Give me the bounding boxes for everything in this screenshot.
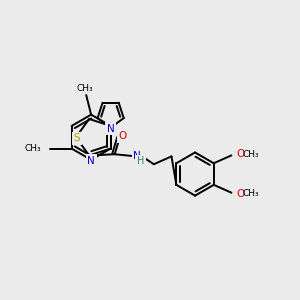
Text: CH₃: CH₃ bbox=[242, 189, 259, 198]
Text: O: O bbox=[236, 189, 244, 199]
Text: CH₃: CH₃ bbox=[77, 84, 94, 93]
Text: H: H bbox=[137, 156, 145, 166]
Text: CH₃: CH₃ bbox=[242, 150, 259, 159]
Text: N: N bbox=[87, 156, 95, 166]
Text: N: N bbox=[133, 152, 141, 161]
Text: N: N bbox=[107, 124, 115, 134]
Text: O: O bbox=[118, 131, 127, 141]
Text: S: S bbox=[74, 133, 80, 143]
Text: CH₃: CH₃ bbox=[25, 144, 41, 153]
Text: O: O bbox=[236, 149, 244, 159]
